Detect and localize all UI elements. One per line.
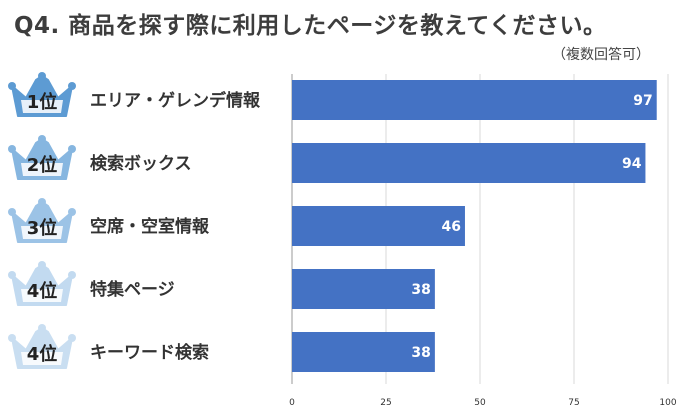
bar-value-label: 97 [633, 93, 652, 109]
x-tick-label: 50 [474, 398, 486, 408]
rank-label: 4位 [27, 343, 58, 365]
bar [292, 332, 435, 372]
rank-label: 1位 [27, 91, 58, 113]
chart-title: Q4. 商品を探す際に利用したページを教えてください。 [14, 13, 607, 39]
crown-icon [8, 261, 76, 306]
crown-icon [8, 72, 76, 117]
category-label: 検索ボックス [90, 153, 192, 174]
bar-value-label: 94 [622, 156, 642, 172]
x-tick-label: 75 [568, 398, 579, 408]
bar [292, 143, 646, 183]
crown-icon [8, 135, 76, 180]
category-label: キーワード検索 [90, 342, 209, 363]
bar [292, 80, 657, 120]
rank-label: 2位 [27, 154, 58, 176]
bar-value-label: 38 [411, 282, 430, 298]
x-tick-label: 100 [659, 398, 676, 408]
x-axis-ticks: 0 25 50 75 100 [289, 398, 677, 408]
bar-value-label: 38 [411, 345, 430, 361]
crown-icon [8, 198, 76, 243]
category-label: 特集ページ [90, 279, 175, 300]
rank-label: 4位 [27, 280, 58, 302]
category-label: エリア・ゲレンデ情報 [90, 90, 261, 111]
rank-label: 3位 [27, 217, 58, 239]
crown-icon [8, 324, 76, 369]
category-label: 空席・空室情報 [90, 216, 210, 237]
bar [292, 269, 435, 309]
bars: 97 94 46 38 38 [292, 80, 657, 372]
chart-subtitle: （複数回答可） [552, 47, 650, 63]
bar-value-label: 46 [441, 219, 460, 235]
bar [292, 206, 465, 246]
x-tick-label: 25 [380, 398, 391, 408]
x-tick-label: 0 [289, 398, 295, 408]
